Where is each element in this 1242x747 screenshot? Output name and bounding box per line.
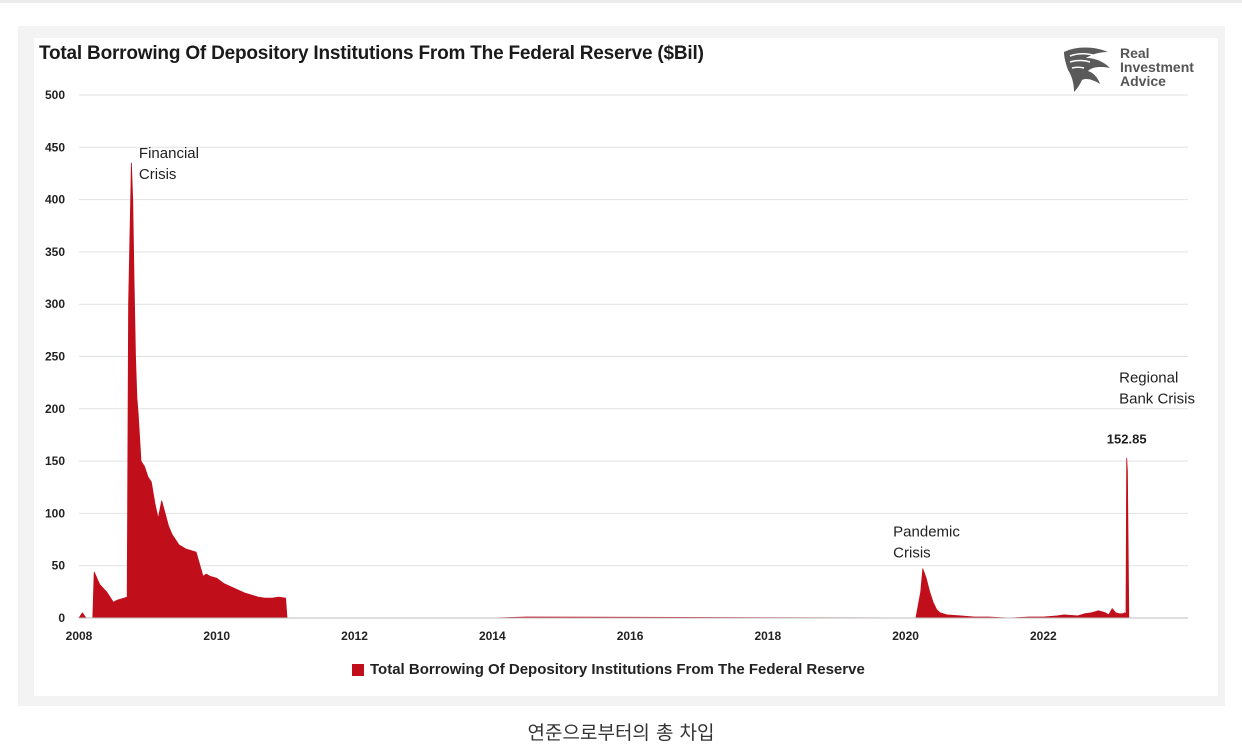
- annotation-line: 152.85: [1107, 431, 1147, 446]
- brand-logo-text: Real Investment Advice: [1120, 46, 1194, 88]
- y-tick-label: 500: [45, 88, 65, 102]
- logo-line: Real: [1120, 45, 1150, 61]
- x-tick-label: 2012: [341, 629, 368, 643]
- borrowing-area-series: [78, 162, 1130, 619]
- chart-legend: Total Borrowing Of Depository Institutio…: [352, 661, 865, 678]
- y-tick-label: 150: [45, 454, 65, 468]
- x-tick-label: 2008: [66, 629, 93, 643]
- eagle-logo-icon: [1064, 47, 1110, 92]
- y-tick-label: 100: [45, 506, 65, 520]
- annotation-line: Crisis: [893, 544, 931, 561]
- brand-logo: Real Investment Advice: [1062, 44, 1222, 94]
- legend-label: Total Borrowing Of Depository Institutio…: [370, 661, 865, 678]
- annotation-line: Financial: [139, 145, 199, 162]
- y-tick-label: 400: [45, 193, 65, 207]
- x-tick-label: 2014: [479, 629, 506, 643]
- y-tick-label: 200: [45, 402, 65, 416]
- annotation-line: Pandemic: [893, 523, 960, 540]
- annotation-regional: Regional Bank Crisis: [1119, 370, 1195, 408]
- annotation-peak: 152.85: [1107, 431, 1147, 446]
- x-tick-label: 2010: [203, 629, 230, 643]
- x-tick-label: 2018: [754, 629, 781, 643]
- logo-line: Investment: [1120, 59, 1194, 75]
- x-tick-label: 2022: [1030, 629, 1057, 643]
- y-tick-label: 350: [45, 245, 65, 259]
- x-tick-label: 2016: [617, 629, 644, 643]
- top-divider: [0, 0, 1242, 3]
- y-tick-label: 450: [45, 140, 65, 154]
- y-tick-label: 300: [45, 297, 65, 311]
- annotation-pandemic: Pandemic Crisis: [893, 523, 960, 561]
- y-tick-label: 0: [58, 611, 65, 625]
- borrowing-area-chart: 0 50 100 150 200 250 300 350 400 450 500 2008 2010 20…: [45, 88, 1195, 643]
- x-tick-label: 2020: [892, 629, 919, 643]
- chart-title: Total Borrowing Of Depository Institutio…: [39, 43, 704, 64]
- y-tick-label: 50: [52, 559, 66, 573]
- logo-line: Advice: [1120, 73, 1166, 89]
- y-tick-label: 250: [45, 350, 65, 364]
- legend-swatch: [352, 663, 364, 676]
- annotation-line: Crisis: [139, 166, 177, 183]
- image-caption: 연준으로부터의 총 차입: [527, 722, 715, 744]
- annotation-line: Regional: [1119, 370, 1178, 387]
- annotation-financial: Financial Crisis: [139, 145, 199, 183]
- annotation-line: Bank Crisis: [1119, 391, 1195, 408]
